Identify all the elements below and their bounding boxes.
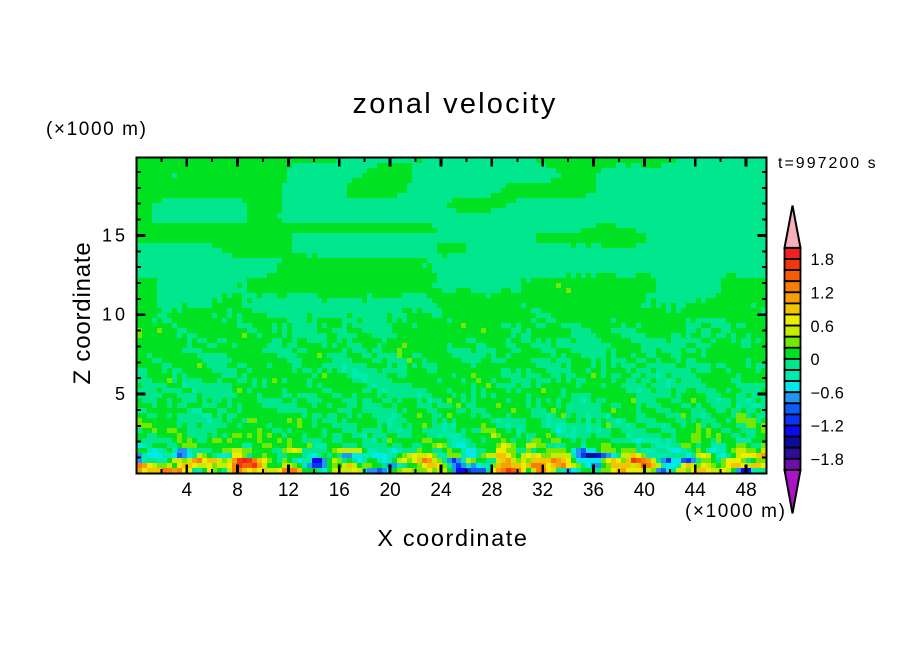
svg-text:40: 40 <box>634 480 655 501</box>
svg-text:−1.2: −1.2 <box>811 418 845 436</box>
svg-text:10: 10 <box>102 305 128 325</box>
svg-text:8: 8 <box>232 480 243 501</box>
svg-text:20: 20 <box>380 480 401 501</box>
svg-text:−0.6: −0.6 <box>811 384 845 402</box>
svg-text:15: 15 <box>102 225 128 245</box>
svg-text:32: 32 <box>532 480 553 501</box>
svg-text:Z coordinate: Z coordinate <box>69 241 96 384</box>
svg-text:zonal velocity: zonal velocity <box>353 88 558 120</box>
svg-text:(×1000 m): (×1000 m) <box>685 501 787 522</box>
svg-text:36: 36 <box>583 480 604 501</box>
svg-text:44: 44 <box>685 480 707 501</box>
svg-text:1.2: 1.2 <box>811 285 835 303</box>
svg-text:0.6: 0.6 <box>811 318 835 336</box>
svg-text:t=997200 s: t=997200 s <box>778 155 878 172</box>
svg-text:28: 28 <box>481 480 502 501</box>
svg-text:(×1000 m): (×1000 m) <box>46 119 148 140</box>
svg-text:1.8: 1.8 <box>811 251 835 269</box>
svg-text:X coordinate: X coordinate <box>377 525 528 551</box>
svg-text:5: 5 <box>115 384 128 404</box>
svg-text:4: 4 <box>181 480 192 501</box>
svg-text:0: 0 <box>811 351 820 369</box>
svg-text:48: 48 <box>736 480 757 501</box>
svg-text:−1.8: −1.8 <box>811 451 845 469</box>
svg-text:12: 12 <box>278 480 299 501</box>
svg-text:16: 16 <box>329 480 350 501</box>
svg-text:24: 24 <box>430 480 452 501</box>
